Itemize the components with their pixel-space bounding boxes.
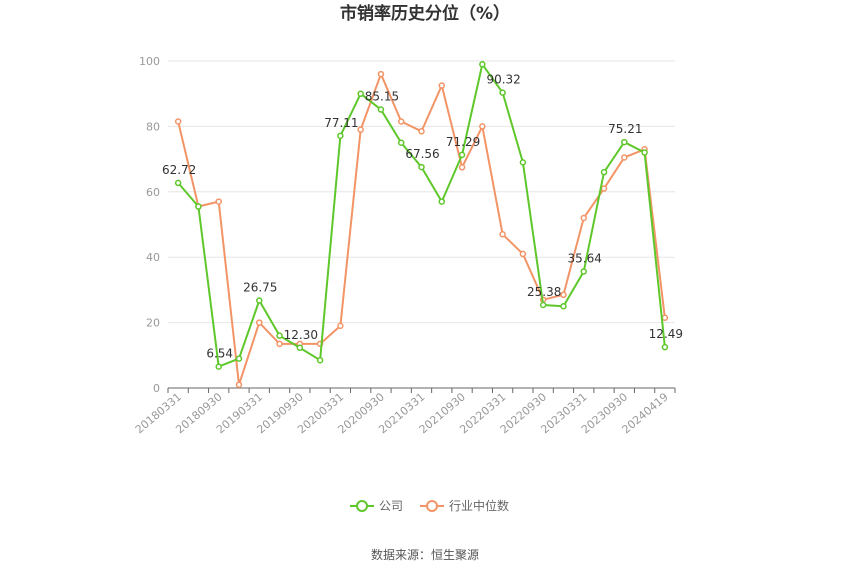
data-point-1 (337, 322, 344, 330)
y-tick-label: 20 (146, 317, 160, 330)
source-note: 数据来源：恒生聚源 (371, 547, 479, 562)
legend-item-1[interactable]: 行业中位数 (420, 498, 509, 513)
y-tick-label: 80 (146, 120, 160, 133)
data-labels: 62.72 6.54 26.75 12.30 77.11 85.15 67.56 71.29 9… (162, 73, 683, 361)
data-point-0 (316, 356, 324, 364)
data-point-0 (337, 132, 344, 140)
data-point-0 (357, 90, 364, 97)
data-point-1 (519, 250, 527, 258)
legend-marker (356, 500, 368, 512)
data-point-1 (580, 214, 587, 222)
y-tick-label: 0 (153, 382, 160, 395)
data-point-0 (438, 198, 446, 205)
data-label: 62.72 (162, 163, 196, 177)
data-point-0 (458, 151, 466, 159)
grid-lines (168, 60, 675, 324)
data-label: 90.32 (486, 73, 520, 87)
data-point-0 (479, 61, 486, 68)
x-axis: 2018033120180930201903312019093020200331… (133, 388, 676, 436)
data-point-1 (357, 126, 364, 133)
data-point-1 (661, 314, 669, 321)
data-point-1 (438, 82, 446, 89)
data-point-1 (174, 118, 182, 125)
data-label: 75.21 (608, 122, 642, 136)
y-axis: 0 20 40 60 80 100 (139, 55, 160, 395)
data-point-0 (235, 355, 243, 362)
data-label: 71.29 (446, 135, 480, 149)
legend-item-0[interactable]: 公司 (350, 499, 403, 513)
data-point-0 (580, 268, 587, 275)
series-layer (174, 61, 669, 388)
data-point-0 (256, 297, 263, 304)
data-point-1 (499, 231, 506, 238)
y-tick-label: 40 (146, 251, 160, 264)
data-point-0 (560, 303, 567, 310)
data-label: 26.75 (243, 281, 277, 295)
data-point-1 (458, 164, 466, 171)
data-point-1 (377, 70, 385, 78)
data-point-0 (661, 343, 669, 351)
data-label: 67.56 (405, 147, 439, 161)
data-point-0 (215, 363, 222, 370)
data-point-0 (641, 149, 648, 156)
legend-label: 公司 (379, 499, 403, 513)
series-line-0 (177, 63, 666, 368)
data-point-0 (539, 301, 547, 309)
data-point-0 (600, 168, 608, 176)
data-point-1 (276, 340, 283, 348)
data-point-0 (418, 163, 425, 171)
data-point-0 (621, 138, 628, 146)
data-point-0 (296, 344, 304, 352)
legend-marker (426, 500, 438, 512)
legend-label: 行业中位数 (449, 498, 509, 513)
data-point-1 (235, 381, 243, 388)
data-point-0 (276, 332, 283, 339)
data-label: 6.54 (206, 347, 233, 361)
data-point-1 (621, 154, 628, 161)
data-point-0 (174, 179, 182, 187)
data-point-1 (600, 185, 608, 192)
data-point-1 (418, 128, 425, 135)
data-point-0 (195, 203, 202, 210)
data-label: 12.49 (649, 327, 683, 341)
data-point-0 (397, 139, 405, 146)
data-point-1 (256, 319, 263, 326)
y-tick-label: 100 (139, 55, 160, 68)
legend[interactable]: 公司 行业中位数 (350, 498, 509, 513)
data-point-0 (499, 89, 506, 96)
data-label: 85.15 (365, 90, 399, 104)
data-label: 25.38 (527, 285, 561, 299)
data-point-1 (215, 198, 222, 205)
data-point-1 (479, 123, 486, 130)
data-label: 77.11 (324, 116, 358, 130)
data-point-1 (397, 118, 405, 125)
data-point-0 (377, 106, 385, 113)
chart-title: 市销率历史分位（%） (340, 3, 510, 24)
y-tick-label: 60 (146, 186, 160, 199)
data-point-1 (560, 291, 567, 299)
data-label: 35.64 (568, 251, 602, 265)
data-point-0 (519, 159, 527, 166)
data-label: 12.30 (284, 328, 318, 342)
